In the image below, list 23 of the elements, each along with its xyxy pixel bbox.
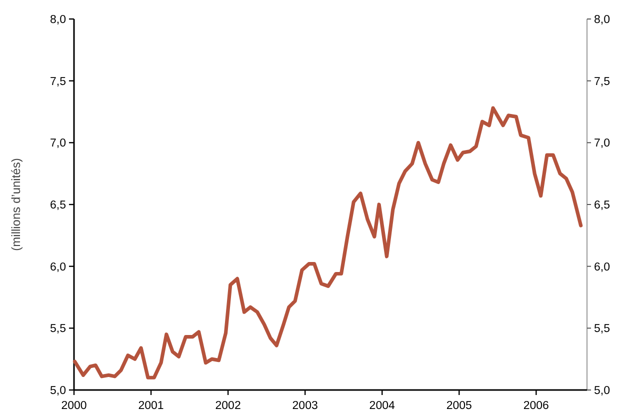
y-tick-label: 6,5 xyxy=(50,200,66,212)
y2-tick-label: 6,0 xyxy=(594,261,610,274)
y2-tick-label: 5,5 xyxy=(594,323,610,336)
y-tick-label: 7,0 xyxy=(50,138,66,150)
x-tick-label: 2002 xyxy=(215,400,241,412)
y-axis-title: (millions d’unités) xyxy=(9,158,23,251)
y-tick-label: 8,0 xyxy=(50,14,66,26)
y2-tick-label: 8,0 xyxy=(594,14,610,26)
line-series xyxy=(72,106,583,380)
y-tick-label: 6,0 xyxy=(50,261,66,274)
x-tick-label: 2004 xyxy=(369,400,396,412)
y-tick-label: 5,0 xyxy=(50,385,66,398)
y2-tick-label: 6,5 xyxy=(594,200,610,212)
x-tick-label: 2000 xyxy=(61,400,87,412)
x-tick-label: 2005 xyxy=(446,400,472,412)
y-tick-label: 5,5 xyxy=(50,323,66,336)
x-tick-label: 2001 xyxy=(138,400,164,412)
y2-tick-label: 5,0 xyxy=(594,385,610,398)
y-tick-label: 7,5 xyxy=(50,76,66,88)
y2-tick-label: 7,5 xyxy=(594,76,610,88)
y2-tick-label: 7,0 xyxy=(594,138,610,150)
x-tick-label: 2006 xyxy=(523,400,549,412)
x-tick-label: 2003 xyxy=(292,400,318,412)
